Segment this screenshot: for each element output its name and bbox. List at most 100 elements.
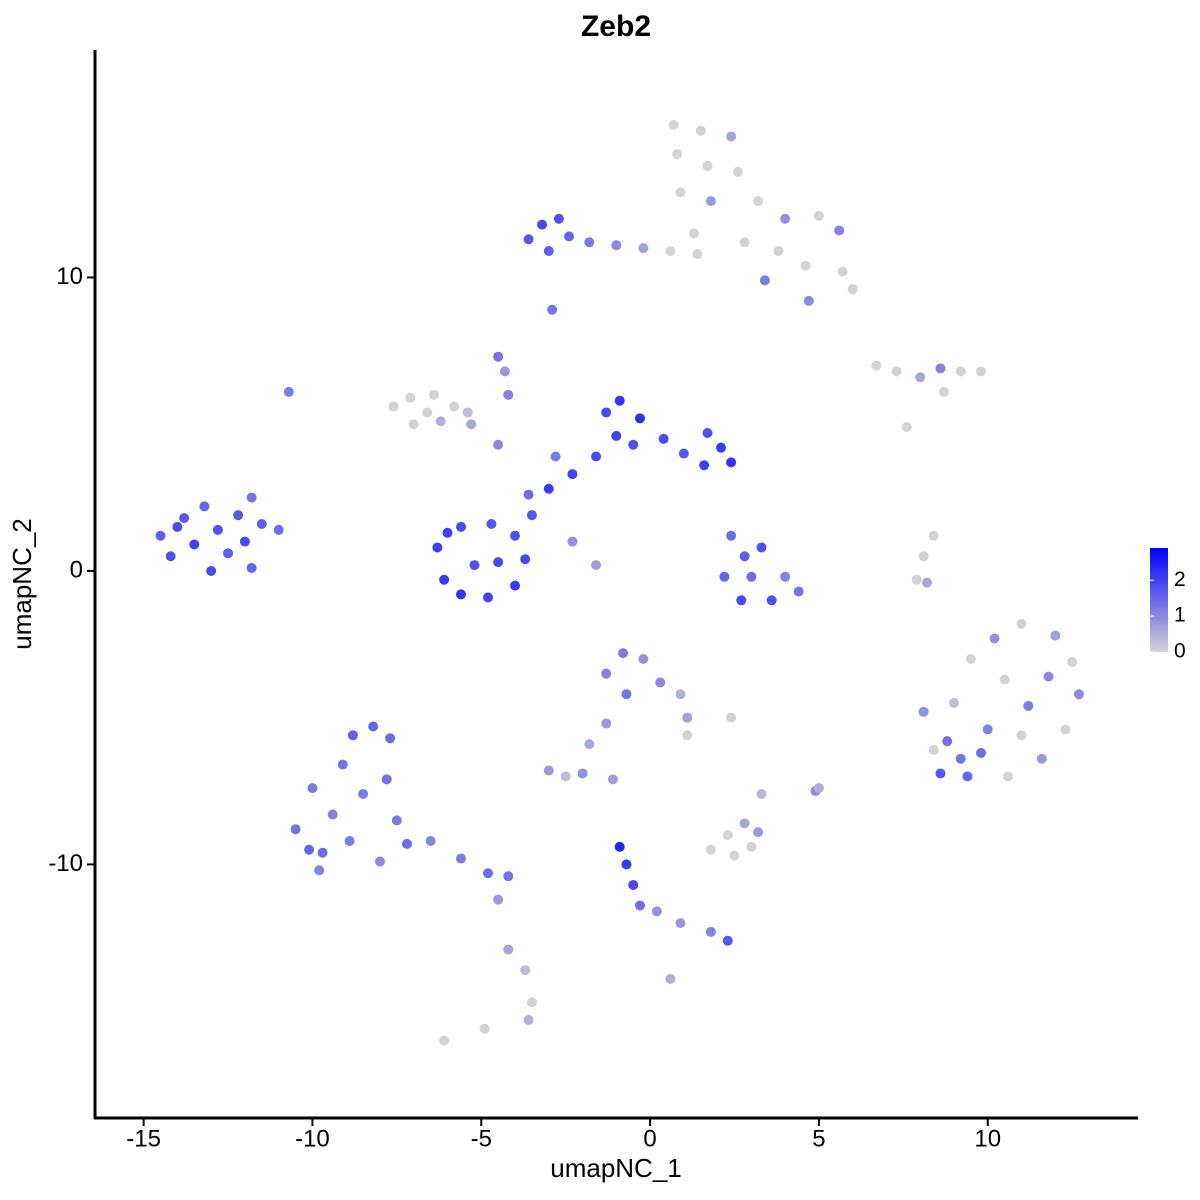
point — [439, 1035, 450, 1046]
point — [526, 997, 537, 1008]
point — [584, 739, 595, 750]
point — [1050, 630, 1061, 641]
point — [483, 592, 494, 603]
point — [871, 360, 882, 371]
point — [199, 501, 210, 512]
point — [577, 768, 588, 779]
point — [975, 747, 986, 758]
point — [523, 234, 534, 245]
point — [1073, 689, 1084, 700]
x-tick-label: -5 — [471, 1125, 492, 1152]
point — [726, 712, 737, 723]
point — [155, 530, 166, 541]
point — [523, 489, 534, 500]
point — [692, 248, 703, 259]
point — [773, 246, 784, 257]
point — [675, 918, 686, 929]
point — [982, 724, 993, 735]
point — [462, 407, 473, 418]
point — [813, 783, 824, 794]
point — [793, 586, 804, 597]
point — [942, 736, 953, 747]
y-tick-label: 0 — [70, 556, 83, 583]
point — [601, 718, 612, 729]
point — [429, 389, 440, 400]
x-tick-label: 10 — [974, 1125, 1001, 1152]
point — [206, 565, 217, 576]
point — [442, 527, 453, 538]
point — [317, 847, 328, 858]
point — [935, 768, 946, 779]
point — [344, 835, 355, 846]
point — [989, 633, 1000, 644]
point — [503, 871, 514, 882]
point — [212, 524, 223, 535]
point — [628, 439, 639, 450]
point — [746, 571, 757, 582]
point — [543, 765, 554, 776]
point — [493, 439, 504, 450]
point — [385, 733, 396, 744]
point — [543, 246, 554, 257]
color-bar — [1150, 548, 1168, 652]
point — [550, 451, 561, 462]
point — [1060, 724, 1071, 735]
point — [780, 213, 791, 224]
point — [614, 841, 625, 852]
point — [510, 580, 521, 591]
point — [688, 228, 699, 239]
point — [456, 521, 467, 532]
point — [938, 386, 949, 397]
point — [1067, 656, 1078, 667]
y-tick-label: -10 — [48, 850, 83, 877]
point — [327, 809, 338, 820]
point — [439, 574, 450, 585]
point — [432, 542, 443, 553]
point — [756, 788, 767, 799]
point — [401, 838, 412, 849]
point — [479, 1023, 490, 1034]
point — [493, 351, 504, 362]
point — [179, 513, 190, 524]
point — [537, 219, 548, 230]
point — [456, 589, 467, 600]
point — [1023, 700, 1034, 711]
point — [813, 210, 824, 221]
point — [634, 413, 645, 424]
point — [780, 571, 791, 582]
point — [837, 266, 848, 277]
point — [651, 906, 662, 917]
point — [962, 771, 973, 782]
point — [1003, 771, 1014, 782]
point — [290, 824, 301, 835]
point — [368, 721, 379, 732]
point — [223, 548, 234, 559]
point — [955, 753, 966, 764]
point — [304, 844, 315, 855]
point — [732, 166, 743, 177]
point — [405, 392, 416, 403]
point — [165, 551, 176, 562]
point — [314, 865, 325, 876]
point — [526, 510, 537, 521]
x-tick-label: -10 — [295, 1125, 330, 1152]
point — [493, 557, 504, 568]
point — [503, 944, 514, 955]
point — [736, 595, 747, 606]
point — [618, 648, 629, 659]
point — [726, 457, 737, 468]
point — [918, 706, 929, 717]
point — [918, 551, 929, 562]
points — [155, 119, 1084, 1046]
point — [560, 771, 571, 782]
point — [520, 554, 531, 565]
point — [307, 783, 318, 794]
point — [753, 827, 764, 838]
point — [891, 366, 902, 377]
point — [189, 539, 200, 550]
point — [283, 386, 294, 397]
point — [665, 973, 676, 984]
point — [695, 125, 706, 136]
point — [256, 518, 267, 529]
